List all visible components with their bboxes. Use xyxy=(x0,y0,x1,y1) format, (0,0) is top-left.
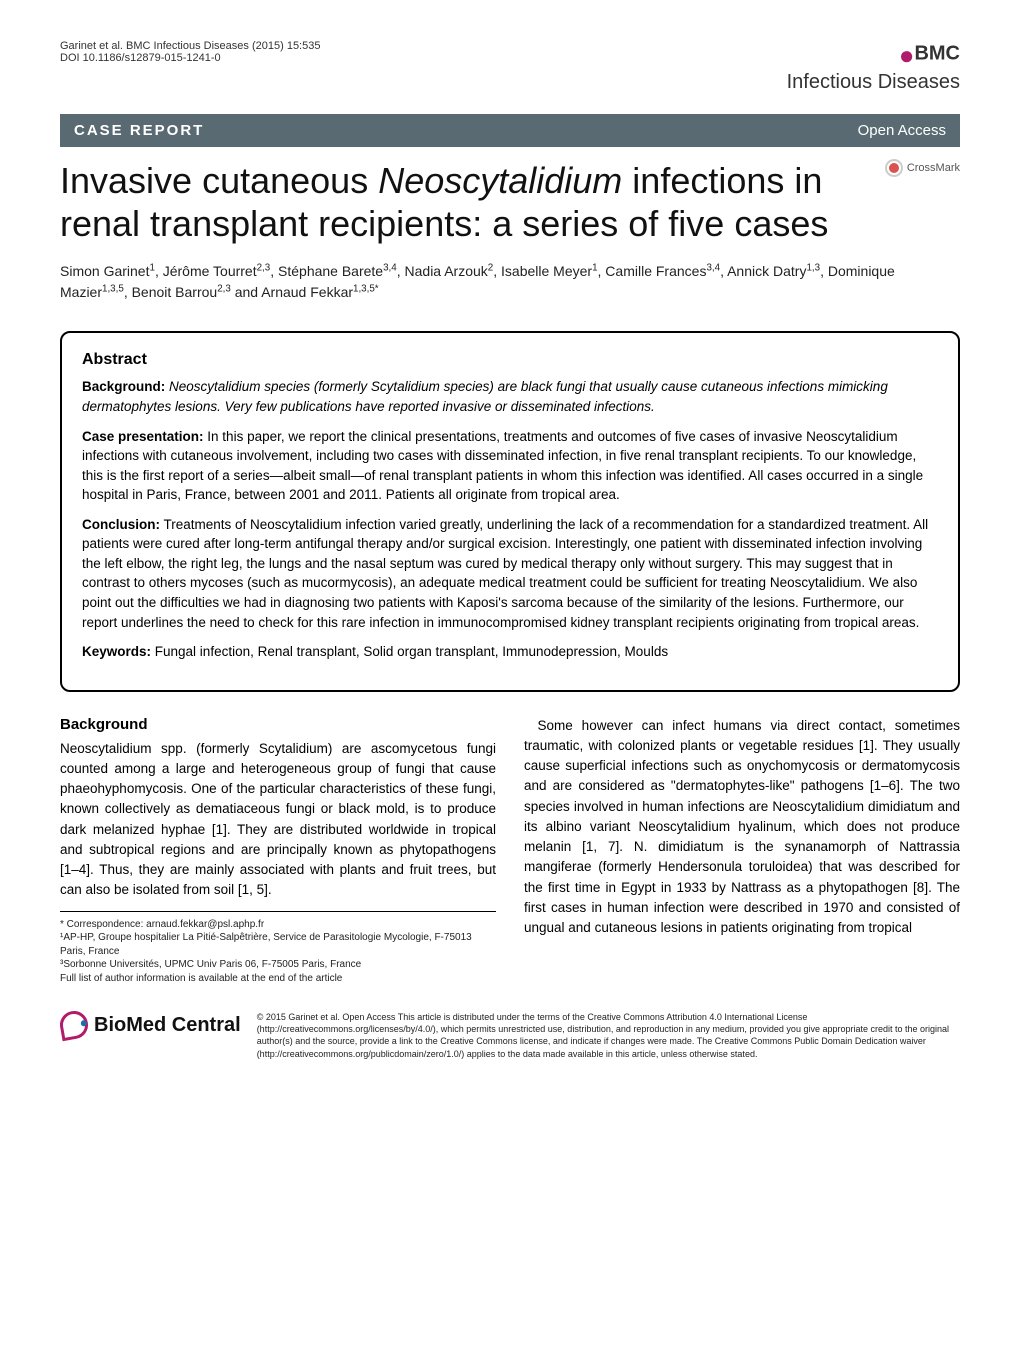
right-column-text: Some however can infect humans via direc… xyxy=(524,716,960,939)
abstract-keywords: Keywords: Fungal infection, Renal transp… xyxy=(82,642,938,662)
body-columns: Background Neoscytalidium spp. (formerly… xyxy=(60,716,960,986)
affiliation-3: ³Sorbonne Universités, UPMC Univ Paris 0… xyxy=(60,958,496,972)
abstract-conclusion-label: Conclusion: xyxy=(82,517,160,532)
crossmark-badge[interactable]: CrossMark xyxy=(885,159,960,177)
abstract-case: Case presentation: In this paper, we rep… xyxy=(82,427,938,505)
open-access-label: Open Access xyxy=(858,122,946,139)
bmc-logo-text: BioMed Central xyxy=(94,1014,241,1037)
journal-prefix: BMC xyxy=(914,43,960,65)
crossmark-icon xyxy=(885,159,903,177)
abstract-conclusion: Conclusion: Treatments of Neoscytalidium… xyxy=(82,515,938,632)
license-text: © 2015 Garinet et al. Open Access This a… xyxy=(257,1011,960,1060)
citation: Garinet et al. BMC Infectious Diseases (… xyxy=(60,40,320,52)
authors: Simon Garinet1, Jérôme Tourret2,3, Stéph… xyxy=(60,261,960,303)
abstract-background-label: Background: xyxy=(82,379,165,394)
keywords-text: Fungal infection, Renal transplant, Soli… xyxy=(151,644,668,659)
abstract-case-label: Case presentation: xyxy=(82,429,204,444)
bmc-logo-icon xyxy=(58,1009,90,1041)
crossmark-label: CrossMark xyxy=(907,162,960,174)
full-author-list-note: Full list of author information is avail… xyxy=(60,972,496,986)
abstract-case-text: In this paper, we report the clinical pr… xyxy=(82,429,923,503)
biomed-central-logo: BioMed Central xyxy=(60,1011,241,1039)
journal-logo: ●BMC Infectious Diseases xyxy=(787,40,960,94)
left-column: Background Neoscytalidium spp. (formerly… xyxy=(60,716,496,986)
journal-name: Infectious Diseases xyxy=(787,71,960,93)
title-block: CrossMark Invasive cutaneous Neoscytalid… xyxy=(60,159,960,303)
footer: BioMed Central © 2015 Garinet et al. Ope… xyxy=(60,1003,960,1060)
correspondence: * Correspondence: arnaud.fekkar@psl.aphp… xyxy=(60,918,496,932)
page-root: Garinet et al. BMC Infectious Diseases (… xyxy=(0,0,1020,1100)
citation-block: Garinet et al. BMC Infectious Diseases (… xyxy=(60,40,320,64)
background-heading: Background xyxy=(60,716,496,733)
footnotes: * Correspondence: arnaud.fekkar@psl.aphp… xyxy=(60,911,496,986)
left-column-text: Neoscytalidium spp. (formerly Scytalidiu… xyxy=(60,739,496,901)
abstract-heading: Abstract xyxy=(82,351,938,369)
category-bar: CASE REPORT Open Access xyxy=(60,114,960,147)
abstract-background-text: Neoscytalidium species (formerly Scytali… xyxy=(82,379,888,414)
keywords-label: Keywords: xyxy=(82,644,151,659)
affiliation-1: ¹AP-HP, Groupe hospitalier La Pitié-Salp… xyxy=(60,931,496,958)
abstract-box: Abstract Background: Neoscytalidium spec… xyxy=(60,331,960,691)
abstract-conclusion-text: Treatments of Neoscytalidium infection v… xyxy=(82,517,928,630)
abstract-background: Background: Neoscytalidium species (form… xyxy=(82,377,938,416)
header-row: Garinet et al. BMC Infectious Diseases (… xyxy=(60,40,960,94)
article-title: Invasive cutaneous Neoscytalidium infect… xyxy=(60,159,960,245)
bmc-bullet-icon: ● xyxy=(899,40,915,70)
doi: DOI 10.1186/s12879-015-1241-0 xyxy=(60,52,320,64)
article-type: CASE REPORT xyxy=(74,122,204,139)
right-column: Some however can infect humans via direc… xyxy=(524,716,960,986)
